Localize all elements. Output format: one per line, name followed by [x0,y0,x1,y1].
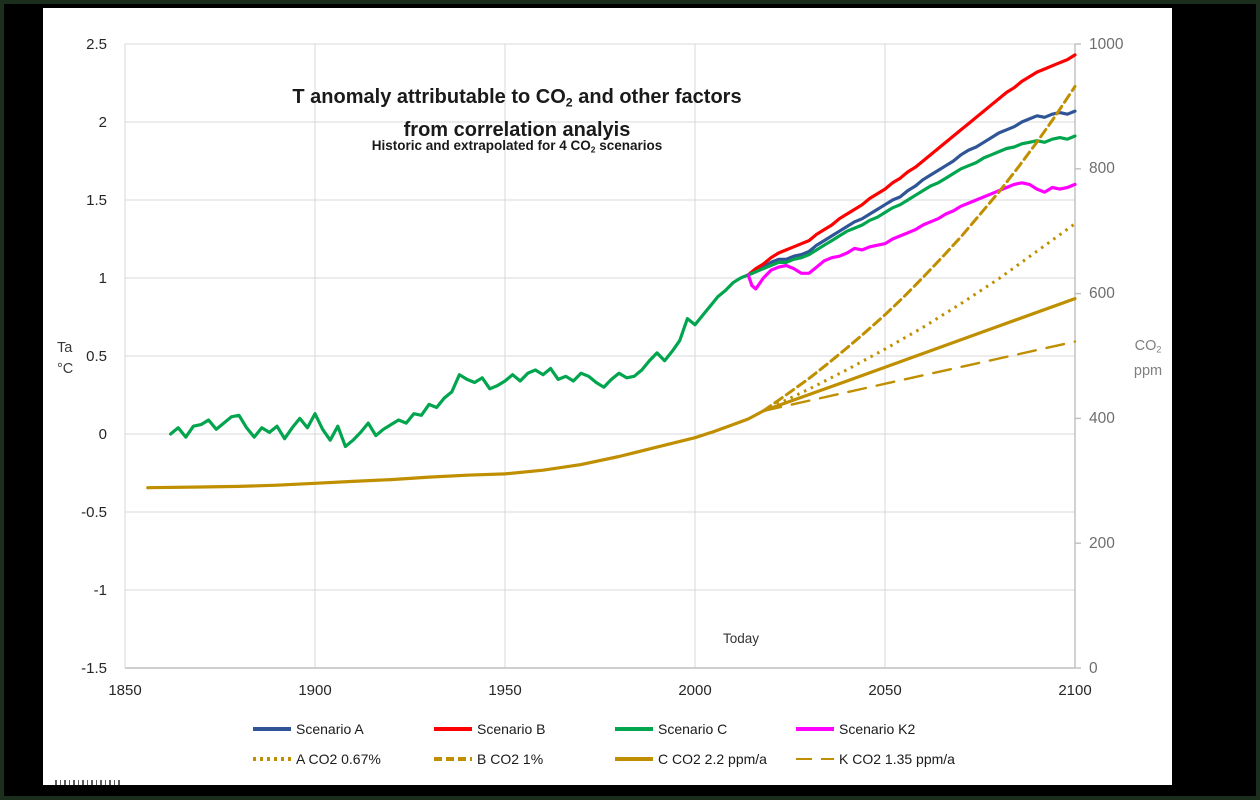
scenario-b-line-swatch [434,727,472,731]
right-axis-tick-label: 400 [1089,409,1115,427]
clipped-attribution-marks [55,780,123,785]
x-axis-tick-label: 2100 [1058,682,1092,699]
plot-area [124,43,1081,669]
x-axis-tick-label: 1950 [488,682,522,699]
scenario-k2-line-swatch [796,727,834,731]
scenario-c-line-swatch [615,727,653,731]
x-axis-tick-label: 2000 [678,682,712,699]
x-axis-tick-label: 1900 [298,682,332,699]
scenario-a-line-swatch [253,727,291,731]
chart-subtitle: Historic and extrapolated for 4 CO2 scen… [371,138,663,155]
left-axis-tick-label: 1.5 [86,191,107,209]
right-axis-tick-label: 600 [1089,285,1115,303]
left-axis-tick-label: 0 [98,425,107,443]
chart-title: T anomaly attributable to CO2 and other … [207,84,827,144]
legend-item-co2-c: C CO2 2.2 ppm/a [615,751,796,767]
chart-panel: T anomaly attributable to CO2 and other … [43,8,1172,785]
legend-item-co2-a: A CO2 0.67% [253,751,434,767]
chart-title-line1: T anomaly attributable to CO2 and other … [292,86,742,110]
right-axis-tick-label: 0 [1089,659,1098,677]
legend-item-scenario-a: Scenario A [253,721,434,737]
left-axis-tick-label: -0.5 [81,503,107,521]
left-axis-tick-label: -1 [93,581,107,599]
chart-title-line2: from correlation analyis [403,118,631,141]
co2-k-longdash-swatch [796,757,834,761]
chart-legend: Scenario A Scenario B Scenario C Scenari… [253,714,1023,774]
legend-item-scenario-b: Scenario B [434,721,615,737]
legend-row-1: Scenario A Scenario B Scenario C Scenari… [253,714,1023,744]
co2-a-dotted-swatch [253,757,291,761]
right-axis-tick-label: 1000 [1089,35,1124,53]
left-axis-title: Ta °C [57,340,74,377]
today-annotation: Today [722,631,760,646]
legend-row-2: A CO2 0.67% B CO2 1% C CO2 2.2 ppm/a K C… [253,744,1023,774]
left-axis-tick-label: 2.5 [86,35,107,53]
legend-item-co2-b: B CO2 1% [434,751,615,767]
legend-item-co2-k: K CO2 1.35 ppm/a [796,751,977,767]
right-axis-tick-label: 800 [1089,160,1115,178]
right-axis-title: CO2 ppm [1133,338,1163,379]
co2-b-dashed-swatch [434,757,472,761]
legend-item-scenario-c: Scenario C [615,721,796,737]
co2-c-solid-swatch [615,757,653,761]
right-axis-tick-label: 200 [1089,534,1115,552]
left-axis-tick-label: 0.5 [86,347,107,365]
left-axis-tick-label: -1.5 [81,659,107,677]
left-axis-tick-label: 1 [98,269,107,287]
x-axis-tick-label: 2050 [868,682,902,699]
legend-item-scenario-k2: Scenario K2 [796,721,977,737]
x-axis-tick-label: 1850 [108,682,142,699]
left-axis-tick-label: 2 [98,113,107,131]
